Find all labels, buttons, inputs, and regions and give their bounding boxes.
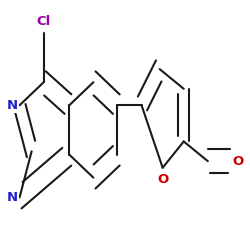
Text: O: O <box>232 155 243 168</box>
Text: O: O <box>157 173 168 186</box>
Text: Cl: Cl <box>36 15 51 28</box>
Text: N: N <box>7 191 18 204</box>
Text: N: N <box>7 99 18 112</box>
